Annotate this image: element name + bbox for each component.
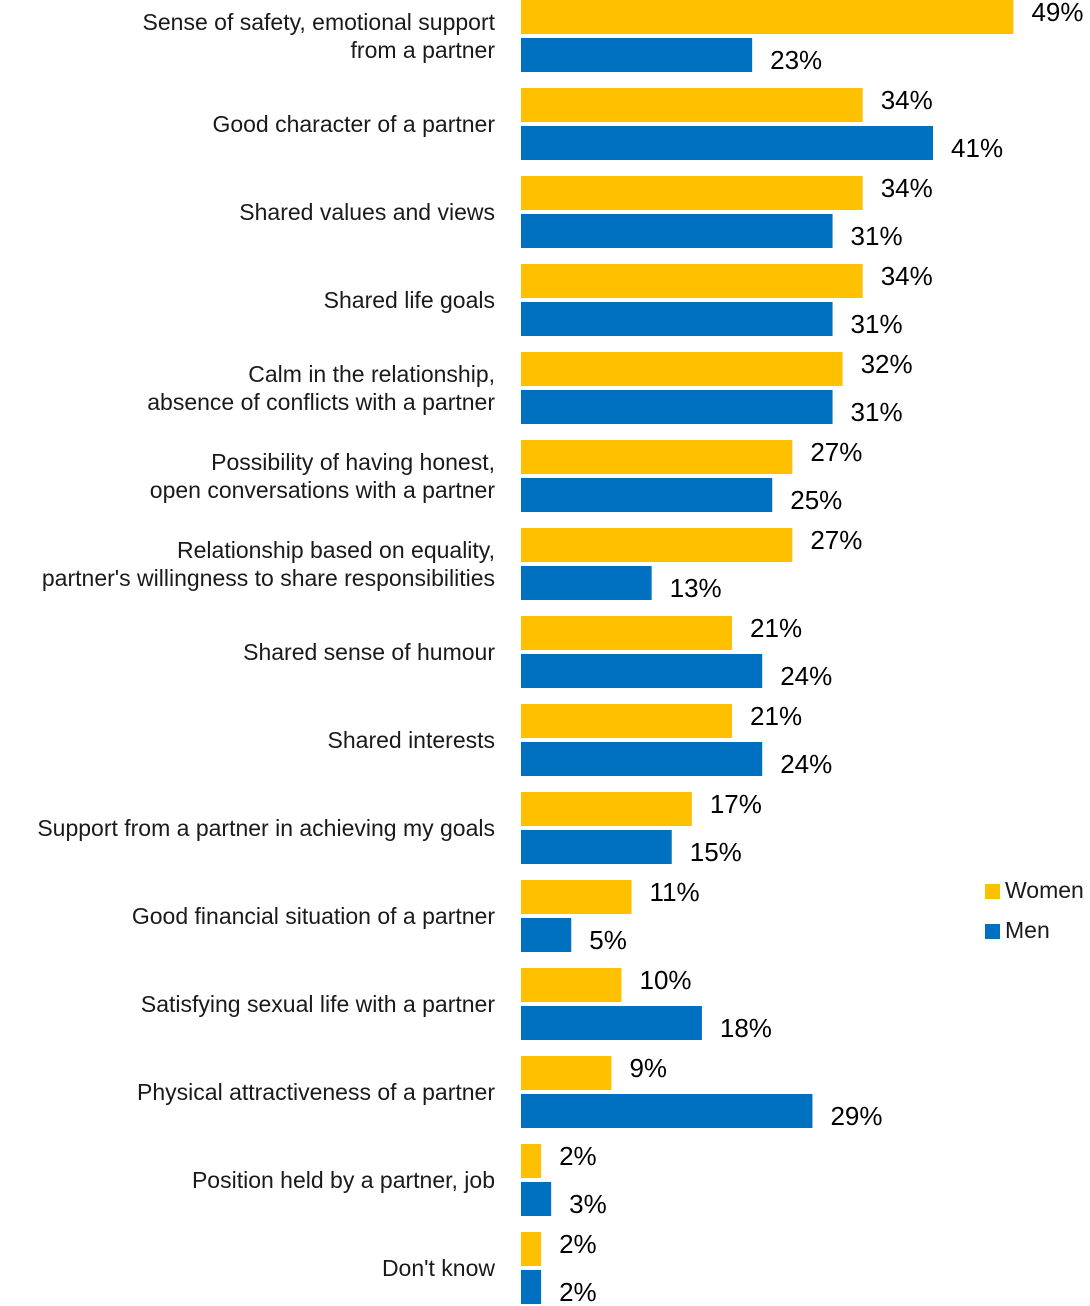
bar-men <box>521 566 652 600</box>
data-label-women: 27% <box>810 437 862 467</box>
bar-women <box>521 1056 612 1090</box>
data-label-men: 31% <box>851 309 903 339</box>
category-label: Sense of safety, emotional support from a… <box>143 9 496 63</box>
bar-men <box>521 654 763 688</box>
bar-men <box>521 1270 542 1304</box>
category-label: Shared sense of humour <box>243 639 495 665</box>
bar-men <box>521 214 833 248</box>
category-label: Physical attractiveness of a partner <box>137 1079 495 1105</box>
category-label-line: Shared sense of humour <box>243 639 495 665</box>
bar-women <box>521 528 793 562</box>
data-label-women: 21% <box>750 613 802 643</box>
bar-women <box>521 704 733 738</box>
category-label: Shared life goals <box>324 287 495 313</box>
bar-men <box>521 1006 702 1040</box>
category-label-line: Don't know <box>382 1255 495 1281</box>
data-label-women: 49% <box>1031 0 1083 27</box>
category-label-line: Relationship based on equality, <box>177 537 495 563</box>
category-label-line: Physical attractiveness of a partner <box>137 1079 495 1105</box>
data-label-men: 23% <box>770 45 822 75</box>
data-label-men: 15% <box>690 837 742 867</box>
bar-women <box>521 616 733 650</box>
data-label-men: 24% <box>780 749 832 779</box>
bar-men <box>521 390 833 424</box>
data-label-women: 34% <box>881 173 933 203</box>
category-label: Position held by a partner, job <box>192 1167 495 1193</box>
data-label-men: 24% <box>780 661 832 691</box>
bar-men <box>521 38 753 72</box>
category-label-line: Possibility of having honest, <box>211 449 495 475</box>
bar-men <box>521 830 672 864</box>
category-label: Satisfying sexual life with a partner <box>141 991 495 1017</box>
category-label-line: from a partner <box>351 37 496 63</box>
data-label-women: 17% <box>710 789 762 819</box>
bar-men <box>521 1182 552 1216</box>
category-label: Shared values and views <box>239 199 495 225</box>
category-label-line: Shared interests <box>328 727 495 753</box>
category-label-line: Good financial situation of a partner <box>132 903 495 929</box>
category-label-line: Sense of safety, emotional support <box>143 9 496 35</box>
data-label-men: 25% <box>790 485 842 515</box>
data-label-women: 32% <box>861 349 913 379</box>
bar-women <box>521 352 843 386</box>
data-label-men: 31% <box>851 221 903 251</box>
data-label-women: 34% <box>881 261 933 291</box>
bar-men <box>521 302 833 336</box>
bar-women <box>521 176 863 210</box>
data-label-women: 11% <box>650 877 700 907</box>
data-label-men: 31% <box>851 397 903 427</box>
category-label-line: partner's willingness to share responsib… <box>42 565 495 591</box>
bar-women <box>521 440 793 474</box>
category-label-line: Calm in the relationship, <box>248 361 495 387</box>
data-label-women: 9% <box>629 1053 667 1083</box>
category-label: Calm in the relationship, absence of conf… <box>147 361 495 415</box>
bar-women <box>521 1144 542 1178</box>
data-label-women: 2% <box>559 1229 597 1259</box>
bar-men <box>521 1094 813 1128</box>
category-label: Don't know <box>382 1255 495 1281</box>
data-label-women: 34% <box>881 85 933 115</box>
data-label-men: 13% <box>670 573 722 603</box>
category-label-line: Good character of a partner <box>212 111 495 137</box>
bar-women <box>521 968 622 1002</box>
bar-men <box>521 478 773 512</box>
legend-swatch-women <box>985 884 1000 899</box>
category-label: Shared interests <box>328 727 495 753</box>
bar-men <box>521 918 572 952</box>
category-label-line: Satisfying sexual life with a partner <box>141 991 495 1017</box>
bar-women <box>521 88 863 122</box>
data-label-men: 29% <box>830 1101 882 1131</box>
bar-men <box>521 742 763 776</box>
category-label: Good financial situation of a partner <box>132 903 495 929</box>
data-label-men: 41% <box>951 133 1003 163</box>
category-label-line: Shared life goals <box>324 287 495 313</box>
category-label: Possibility of having honest, open conver… <box>150 449 496 503</box>
category-label-line: open conversations with a partner <box>150 477 496 503</box>
legend-swatch-men <box>985 924 1000 939</box>
category-label: Good character of a partner <box>212 111 495 137</box>
bar-women <box>521 792 692 826</box>
category-label: Relationship based on equality, partner's… <box>42 537 495 591</box>
data-label-women: 21% <box>750 701 802 731</box>
bar-women <box>521 1232 542 1266</box>
data-label-men: 2% <box>559 1277 597 1306</box>
data-label-women: 10% <box>640 965 692 995</box>
data-label-men: 18% <box>720 1013 772 1043</box>
category-label: Support from a partner in achieving my g… <box>37 815 495 841</box>
legend-label-women: Women <box>1005 877 1084 903</box>
data-label-men: 3% <box>569 1189 607 1219</box>
bar-men <box>521 126 934 160</box>
data-label-men: 5% <box>589 925 627 955</box>
bar-women <box>521 264 863 298</box>
category-label-line: absence of conflicts with a partner <box>147 389 495 415</box>
bar-women <box>521 880 632 914</box>
bar-women <box>521 0 1014 34</box>
legend-label-men: Men <box>1005 917 1050 943</box>
category-label-line: Support from a partner in achieving my g… <box>37 815 495 841</box>
data-label-women: 27% <box>810 525 862 555</box>
category-label-line: Shared values and views <box>239 199 495 225</box>
category-label-line: Position held by a partner, job <box>192 1167 495 1193</box>
data-label-women: 2% <box>559 1141 597 1171</box>
